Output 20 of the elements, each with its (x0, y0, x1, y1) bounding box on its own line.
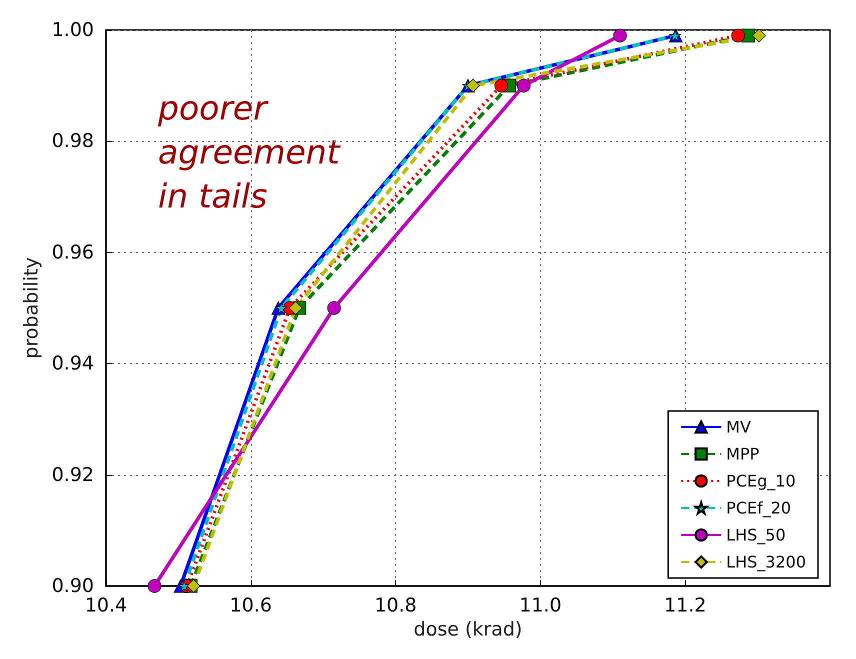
x-tick-label: 10.4 (84, 594, 128, 616)
x-tick-label: 10.6 (230, 594, 272, 616)
y-axis-title: probability (20, 257, 42, 359)
y-tick-label: 0.96 (52, 241, 94, 264)
legend-label: LHS_3200 (726, 552, 806, 572)
annotation: poorer agreement in tails (157, 88, 341, 216)
legend-label: MPP (726, 444, 760, 464)
x-tick-label: 11.0 (519, 594, 562, 616)
x-tick-label: 10.8 (374, 594, 417, 616)
x-axis-title: dose (krad) (414, 618, 522, 640)
y-tick-label: 1.00 (52, 19, 94, 41)
legend-label: LHS_50 (726, 526, 786, 544)
y-tick-label: 0.98 (52, 130, 94, 152)
x-tick-label: 11.2 (664, 594, 706, 616)
legend-label: PCEf_20 (726, 498, 792, 518)
legend-label: PCEg_10 (726, 472, 796, 490)
y-tick-label: 0.92 (52, 464, 94, 486)
y-tick-label: 0.94 (52, 352, 94, 375)
y-tick-label: 0.90 (52, 575, 94, 597)
legend-label: MV (726, 418, 751, 436)
